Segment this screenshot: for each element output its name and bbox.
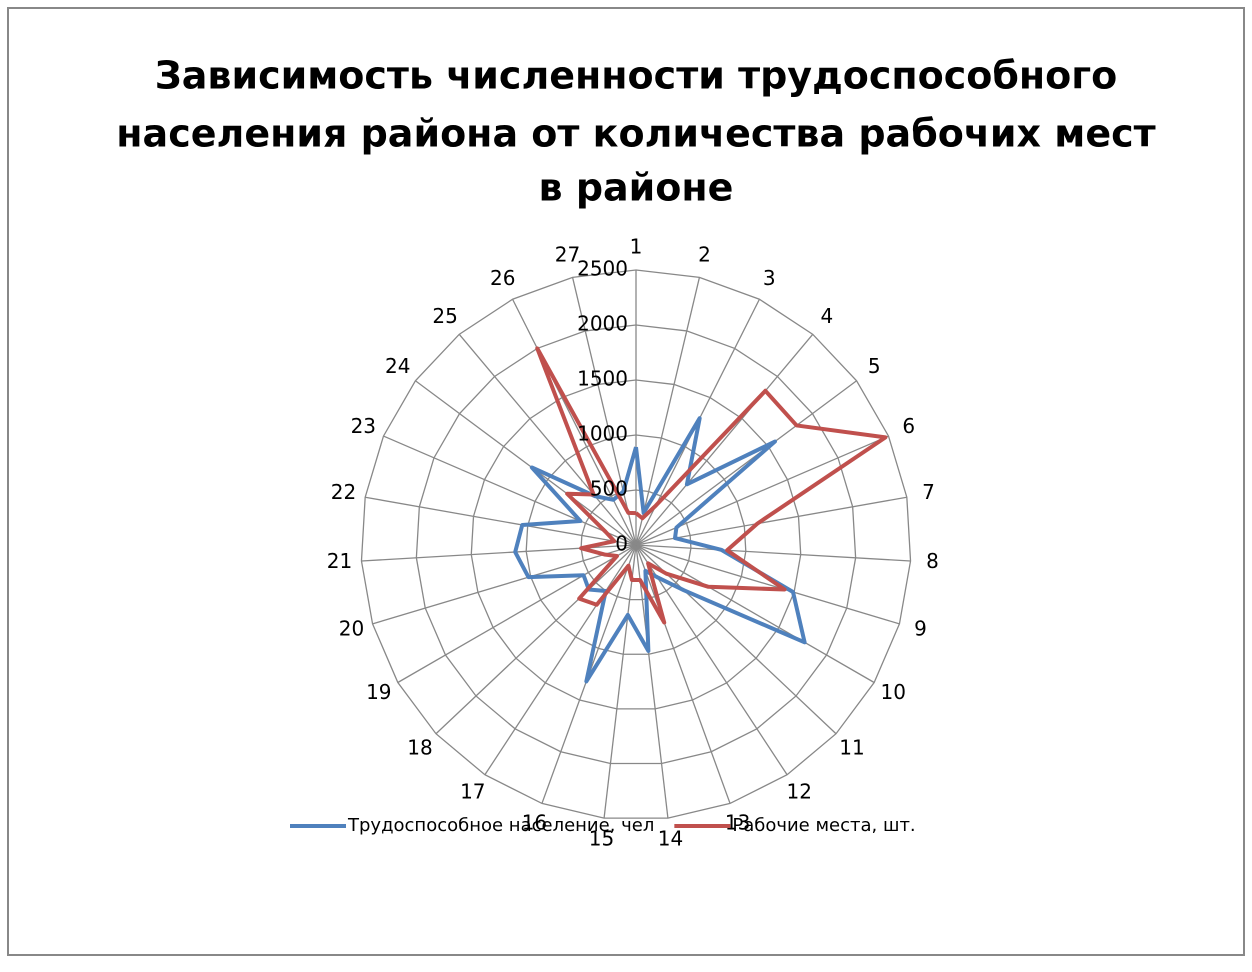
category-label: 17 [460,780,485,804]
spoke [635,544,788,776]
category-label: 9 [914,617,927,641]
spoke [484,544,637,776]
legend-label: Рабочие места, шт. [732,815,915,836]
spoke [635,544,731,804]
spoke [635,544,911,562]
category-label: 13 [725,811,750,835]
category-label: 20 [339,617,364,641]
category-label: 18 [407,735,432,759]
spoke [635,380,857,546]
category-label: 16 [522,811,547,835]
spoke [571,277,637,546]
grid-ring [415,324,857,765]
category-label: 10 [880,680,905,704]
spoke [372,544,637,625]
spoke [397,544,637,684]
y-tick-label: 500 [590,477,628,501]
spoke [511,298,637,546]
category-label: 7 [922,480,935,504]
grid-ring [525,434,747,655]
category-label: 6 [902,414,915,438]
category-label: 19 [366,680,391,704]
category-label: 12 [786,780,811,804]
category-label: 24 [385,354,410,378]
category-label: 11 [839,735,864,759]
category-label: 4 [821,304,834,328]
category-label: 3 [763,266,776,290]
grid-ring [470,379,802,710]
chart-title: населения района от количества рабочих м… [116,112,1155,156]
spoke [635,544,875,684]
y-tick-label: 2000 [577,312,628,336]
category-label: 5 [868,354,881,378]
category-label: 15 [589,826,614,850]
y-tick-label: 1500 [577,367,628,391]
series-line [513,416,807,684]
category-label: 14 [658,826,683,850]
chart-title: в районе [539,166,734,210]
spoke [635,333,814,546]
spoke [635,544,900,625]
spoke [365,496,637,546]
spoke [635,496,907,546]
spoke [435,544,637,735]
legend-label: Трудоспособное население, чел [347,815,654,836]
spoke [415,380,637,546]
y-tick-label: 1000 [577,422,628,446]
y-tick-label: 0 [615,532,628,556]
category-label: 27 [555,243,580,267]
category-label: 21 [327,549,352,573]
spoke [635,277,701,546]
category-label: 25 [432,304,457,328]
category-label: 1 [630,235,643,259]
category-label: 22 [331,480,356,504]
spoke [458,333,637,546]
category-label: 8 [926,549,939,573]
series-line [535,346,888,625]
spoke [635,544,669,819]
y-tick-label: 2500 [577,257,628,281]
category-label: 26 [490,266,515,290]
category-label: 2 [698,243,711,267]
category-label: 23 [351,414,376,438]
spoke [383,435,637,546]
chart-title: Зависимость численности трудоспособного [155,54,1117,98]
spoke [603,544,637,819]
grid-ring [360,269,912,819]
